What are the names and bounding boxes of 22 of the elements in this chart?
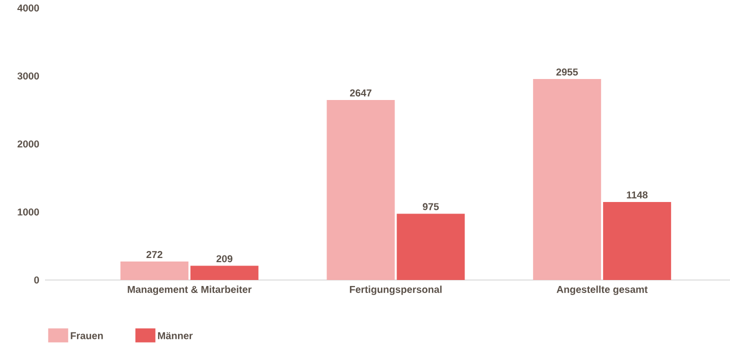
data-label: 272	[146, 251, 162, 258]
bar	[326, 100, 395, 280]
data-label: 1148	[626, 191, 648, 198]
bar	[396, 214, 465, 280]
y-tick-label: 1000	[18, 208, 39, 216]
data-label: 209	[216, 255, 232, 262]
bar	[603, 202, 672, 280]
bar	[120, 262, 188, 280]
legend-label: Frauen	[70, 332, 103, 340]
y-tick-label: 2000	[18, 140, 39, 148]
y-tick-label: 3000	[17, 72, 39, 80]
legend-label: Männer	[158, 332, 193, 340]
x-tick-label: Management & Mitarbeiter	[128, 286, 252, 295]
x-tick-label: Angestellte gesamt	[556, 286, 648, 295]
bar	[533, 79, 602, 280]
data-label: 975	[422, 203, 439, 210]
bar	[190, 266, 258, 280]
y-tick-label: 4000	[17, 4, 39, 12]
y-tick-label: 0	[34, 276, 39, 284]
x-tick-label: Fertigungspersonal	[350, 286, 442, 295]
data-label: 2955	[556, 68, 578, 76]
data-label: 2647	[350, 89, 372, 96]
